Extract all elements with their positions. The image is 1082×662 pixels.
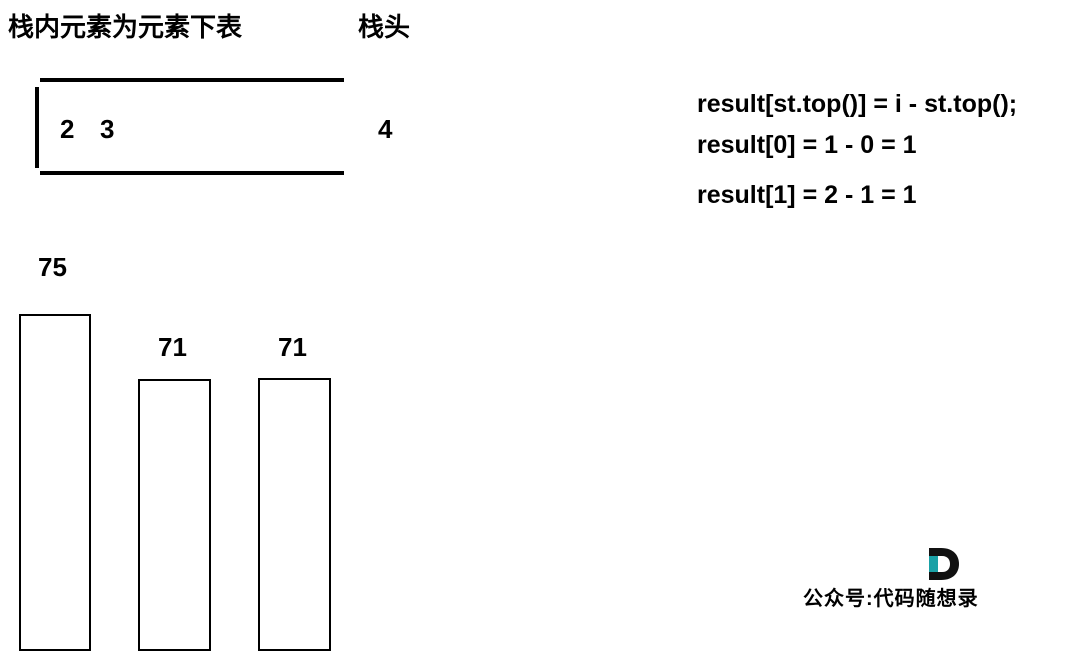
stack-head-label: 栈头 <box>358 12 411 42</box>
formula-line: result[1] = 2 - 1 = 1 <box>697 181 917 209</box>
formula-line: result[st.top()] = i - st.top(); <box>697 90 1018 118</box>
bar-value-label: 71 <box>278 332 307 362</box>
stack-element: 2 <box>60 114 75 144</box>
stack-bottom-wall <box>35 87 39 168</box>
stack-label: 栈内元素为元素下表 <box>8 12 243 42</box>
temperature-bar <box>258 378 331 651</box>
temperature-bar <box>19 314 91 651</box>
stack-bottom-border <box>40 171 344 175</box>
stack-head-value: 4 <box>378 114 393 144</box>
bar-value-label: 71 <box>158 332 187 362</box>
stack-element: 3 <box>100 114 115 144</box>
wechat-account-text: 公众号:代码随想录 <box>803 588 979 610</box>
stack-top-border <box>40 78 344 82</box>
formula-line: result[0] = 1 - 0 = 1 <box>697 131 917 159</box>
temperature-bar <box>138 379 211 651</box>
bar-value-label: 75 <box>38 252 67 282</box>
d-logo-icon <box>929 548 959 580</box>
